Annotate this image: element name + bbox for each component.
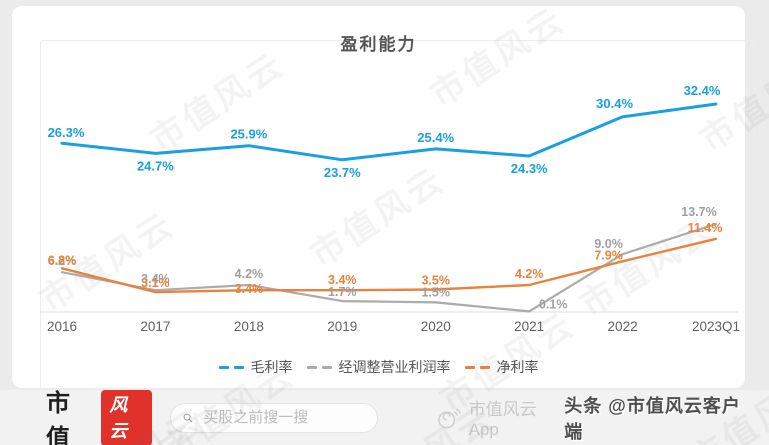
legend-label: 经调整营业利润率 — [338, 359, 451, 375]
legend-label: 净利率 — [496, 359, 539, 375]
x-tick-label: 2020 — [421, 319, 451, 334]
legend-item-0[interactable]: 毛利率 — [218, 357, 293, 377]
chart-card — [12, 6, 755, 394]
chart-legend: 毛利率 经调整营业利润率 净利率 — [12, 357, 745, 377]
search-box[interactable] — [170, 402, 379, 433]
series-line-2 — [60, 237, 718, 294]
data-label-1: 4.2% — [235, 267, 264, 281]
data-label-2: 6.8% — [48, 253, 77, 267]
data-label-1: 1.7% — [328, 285, 357, 299]
brand-badge: 风云 — [101, 389, 153, 445]
legend-dash-icon — [233, 365, 244, 369]
data-label-1: 6.2% — [48, 254, 77, 268]
x-tick-label: 2018 — [234, 319, 264, 334]
data-label-2: 3.5% — [421, 274, 450, 288]
data-label-0: 30.4% — [596, 96, 633, 111]
data-label-2: 11.4% — [688, 221, 723, 235]
series-line-1 — [60, 222, 718, 313]
legend-dash-icon — [306, 365, 317, 369]
data-label-0: 24.3% — [511, 161, 548, 176]
search-icon — [183, 413, 193, 422]
x-tick-label: 2016 — [47, 319, 77, 334]
app-watermark-text: 市值风云App — [468, 400, 537, 439]
x-tick-label: 2022 — [608, 319, 638, 334]
legend-item-1[interactable]: 经调整营业利润率 — [306, 357, 451, 377]
x-tick-label: 2023Q1 — [692, 319, 740, 334]
brand-logo: 市值 风云 — [46, 383, 153, 445]
data-label-2: 7.9% — [594, 248, 623, 262]
data-label-0: 23.7% — [324, 165, 361, 180]
data-label-2: 3.4% — [235, 282, 264, 296]
data-label-1: 9.0% — [594, 237, 623, 251]
data-label-2: 3.4% — [328, 273, 357, 287]
data-label-0: 25.4% — [417, 130, 454, 145]
x-tick-label: 2019 — [327, 319, 357, 334]
brand-text: 市值 — [46, 389, 72, 445]
data-label-1: 13.7% — [681, 205, 716, 219]
data-label-0: 32.4% — [684, 83, 721, 98]
data-label-1: 1.5% — [421, 285, 450, 299]
legend-dash-icon — [321, 365, 332, 369]
x-tick-label: 2021 — [514, 319, 544, 334]
search-input[interactable] — [201, 408, 366, 427]
data-label-2: 3.1% — [141, 276, 170, 290]
legend-item-2[interactable]: 净利率 — [464, 357, 539, 377]
data-label-1: 0.1% — [539, 297, 568, 311]
data-label-0: 24.7% — [137, 158, 174, 173]
profitability-line-chart: 2016 2017 2018 2019 2020 2021 2022 2023Q1 6.2% 3.… — [40, 83, 740, 334]
data-label-0: 26.3% — [48, 125, 85, 140]
series-line-0 — [60, 102, 718, 162]
footer-byline: 头条 @市值风云客户端 — [564, 395, 741, 442]
snail-logo-icon — [438, 408, 462, 429]
legend-dash-icon — [464, 365, 475, 369]
data-label-2: 4.2% — [515, 267, 544, 281]
x-tick-label: 2017 — [140, 319, 170, 334]
data-label-0: 25.9% — [230, 127, 267, 142]
data-label-1: 3.4% — [141, 272, 170, 286]
legend-dash-icon — [479, 365, 490, 369]
chart-title: 盈利能力 — [340, 35, 417, 54]
legend-label: 毛利率 — [250, 359, 293, 375]
footer-bar: 市值 风云 市值风云App 头条 @市值风云客户端 — [0, 389, 769, 445]
legend-dash-icon — [218, 365, 229, 369]
app-watermark: 市值风云App — [436, 395, 564, 440]
